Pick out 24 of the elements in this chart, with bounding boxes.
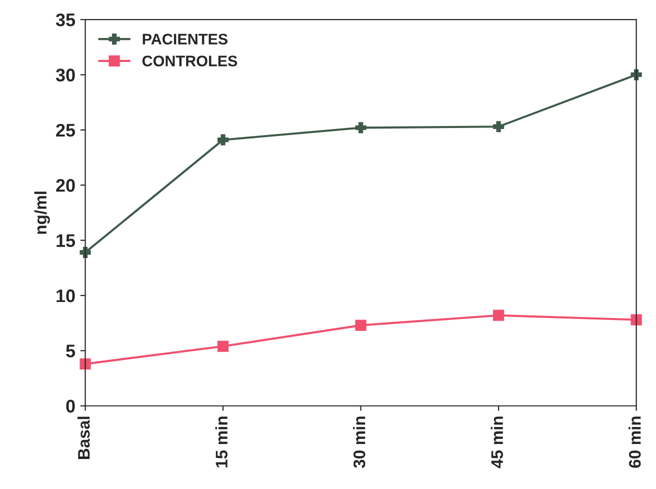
point (217, 134, 229, 146)
point (493, 310, 504, 321)
x-tick-label: Basal (78, 416, 90, 459)
legend-label: CONTROLES (142, 56, 238, 66)
x-tick-label: 30 min (353, 416, 366, 468)
x-tick-label: 45 min (490, 416, 504, 468)
point (80, 358, 91, 370)
y-tick-label: 20 (56, 179, 75, 192)
legend-label: PACIENTES (142, 34, 228, 45)
point (217, 340, 229, 352)
y-tick-label: 25 (56, 124, 76, 137)
y-tick-label: 15 (56, 234, 76, 248)
point (493, 121, 504, 132)
x-tick-label: 15 min (215, 416, 228, 468)
point (355, 122, 366, 134)
y-tick-label: 5 (66, 344, 76, 358)
y-tick-label: 35 (56, 13, 76, 26)
y-tick-label: 10 (56, 289, 75, 302)
y-tick-label: 0 (66, 400, 75, 413)
point (630, 314, 642, 326)
point (355, 320, 366, 331)
x-tick-label: 60 min (628, 416, 641, 468)
y-tick-label: 30 (56, 68, 75, 82)
y-axis-title: ng/ml (34, 192, 50, 234)
